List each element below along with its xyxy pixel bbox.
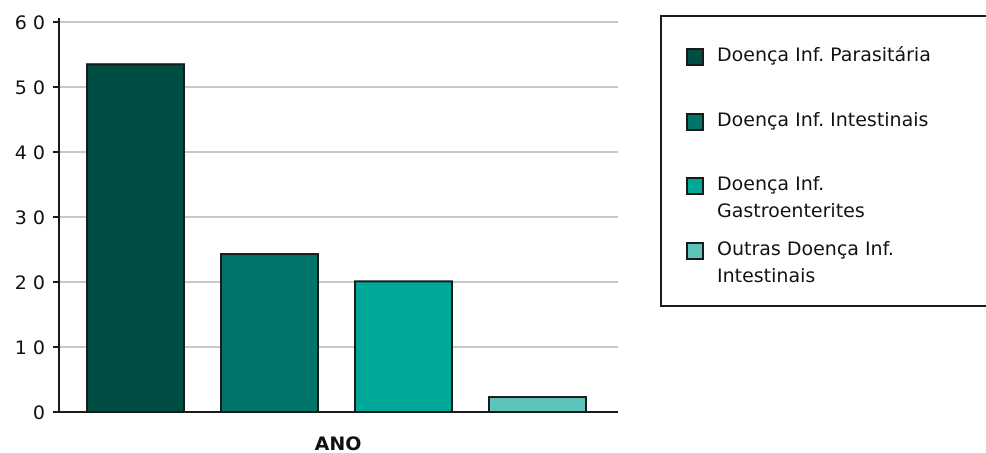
legend-swatch-outras-intestinais bbox=[686, 242, 704, 260]
bar-series-1 bbox=[86, 63, 185, 413]
x-axis-label: ANO bbox=[315, 433, 362, 453]
bar-series-3 bbox=[354, 280, 453, 413]
legend-item-gastroenterites: Doença Inf. Gastroenterites bbox=[686, 173, 978, 225]
y-tick-label: 5 0 bbox=[15, 77, 45, 99]
y-tick-label: 3 0 bbox=[15, 207, 45, 229]
bars bbox=[86, 63, 587, 413]
legend-item-intestinais: Doença Inf. Intestinais bbox=[686, 109, 978, 134]
legend-swatch-intestinais bbox=[686, 113, 704, 131]
legend-item-parasitaria: Doença Inf. Parasitária bbox=[686, 44, 978, 69]
legend-item-outras-intestinais: Outras Doença Inf. Intestinais bbox=[686, 238, 978, 290]
y-tick-label: 4 0 bbox=[15, 142, 45, 164]
legend-label-outras-intestinais: Outras Doença Inf. Intestinais bbox=[717, 238, 894, 287]
legend-swatch-parasitaria bbox=[686, 48, 704, 66]
y-tick-label: 2 0 bbox=[15, 272, 45, 294]
legend-swatch-gastroenterites bbox=[686, 177, 704, 195]
legend: Doença Inf. Parasitária Doença Inf. Inte… bbox=[660, 15, 986, 307]
y-tick-label: 6 0 bbox=[15, 12, 45, 34]
y-tick-label: 0 bbox=[33, 402, 45, 424]
legend-label-gastroenterites: Doença Inf. Gastroenterites bbox=[717, 173, 865, 222]
bar-series-4 bbox=[488, 396, 587, 413]
y-tick-labels: 0 1 0 2 0 3 0 4 0 5 0 6 0 bbox=[15, 12, 59, 424]
y-tick-label: 1 0 bbox=[15, 337, 45, 359]
legend-label-intestinais: Doença Inf. Intestinais bbox=[717, 109, 929, 131]
bar-series-2 bbox=[220, 253, 319, 413]
legend-label-parasitaria: Doença Inf. Parasitária bbox=[717, 44, 931, 66]
